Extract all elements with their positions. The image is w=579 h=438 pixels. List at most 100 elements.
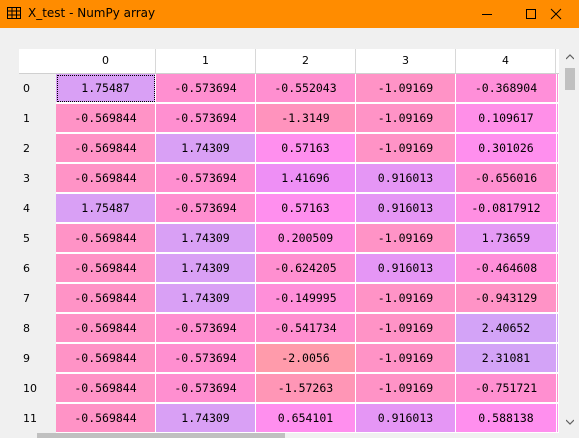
array-cell[interactable]: -0.541734 <box>256 314 356 343</box>
row-header[interactable]: 8 <box>19 314 56 344</box>
vertical-scroll-thumb[interactable] <box>565 68 575 90</box>
array-cell[interactable]: -0.656016 <box>456 164 557 193</box>
array-cell[interactable]: 1.74309 <box>156 224 256 253</box>
array-cell[interactable]: -1.09169 <box>356 224 456 253</box>
array-cell[interactable]: -0.573694 <box>156 164 256 193</box>
array-cell[interactable]: 2.31081 <box>456 344 557 373</box>
array-cell[interactable]: 1.74309 <box>156 134 256 163</box>
array-cell[interactable]: -0.569844 <box>56 134 156 163</box>
column-header-row: 0 1 2 3 4 <box>19 49 559 74</box>
scroll-up-icon[interactable] <box>566 54 574 60</box>
array-cell[interactable]: -0.569844 <box>56 164 156 193</box>
row-header[interactable]: 10 <box>19 374 56 404</box>
array-cell-partial <box>557 344 559 373</box>
column-header[interactable]: 1 <box>156 49 256 73</box>
array-cell[interactable]: 0.916013 <box>356 194 456 223</box>
row-header[interactable]: 6 <box>19 254 56 284</box>
array-cell[interactable]: 1.74309 <box>156 284 256 313</box>
row-header[interactable]: 1 <box>19 104 56 134</box>
array-cell[interactable]: -0.149995 <box>256 284 356 313</box>
array-cell[interactable]: -0.0817912 <box>456 194 557 223</box>
array-cell-partial <box>557 74 559 103</box>
array-cell[interactable]: -0.624205 <box>256 254 356 283</box>
maximize-button[interactable] <box>508 0 554 28</box>
array-cell[interactable]: -0.552043 <box>256 74 356 103</box>
array-cell[interactable]: 1.41696 <box>256 164 356 193</box>
array-cell[interactable]: -1.09169 <box>356 344 456 373</box>
array-cell[interactable]: 0.916013 <box>356 404 456 433</box>
array-cell[interactable]: -0.368904 <box>456 74 557 103</box>
array-cell[interactable]: -1.57263 <box>256 374 356 403</box>
array-cell[interactable]: 2.40652 <box>456 314 557 343</box>
row-header[interactable]: 11 <box>19 404 56 434</box>
array-cell[interactable]: -1.09169 <box>356 374 456 403</box>
window-title: X_test - NumPy array <box>28 6 156 20</box>
array-cell[interactable]: -0.569844 <box>56 314 156 343</box>
array-cell[interactable]: 0.588138 <box>456 404 557 433</box>
array-cell-partial <box>557 164 559 193</box>
row-header[interactable]: 2 <box>19 134 56 164</box>
array-cell[interactable]: 0.654101 <box>256 404 356 433</box>
minimize-button[interactable] <box>464 0 510 28</box>
close-icon <box>550 8 562 20</box>
array-cell[interactable]: 0.57163 <box>256 134 356 163</box>
array-cell[interactable]: 0.916013 <box>356 164 456 193</box>
array-cell-partial <box>557 224 559 253</box>
scroll-down-icon[interactable] <box>566 419 574 425</box>
array-cell-partial <box>557 284 559 313</box>
array-cell[interactable]: -0.573694 <box>156 314 256 343</box>
array-cell[interactable]: -0.569844 <box>56 284 156 313</box>
array-cell[interactable]: 1.75487 <box>56 74 156 103</box>
array-cell[interactable]: -2.0056 <box>256 344 356 373</box>
array-cell[interactable]: -0.573694 <box>156 344 256 373</box>
array-cell[interactable]: -0.569844 <box>56 404 156 433</box>
column-header[interactable]: 4 <box>456 49 556 73</box>
array-cell[interactable]: -0.943129 <box>456 284 557 313</box>
title-bar: X_test - NumPy array <box>0 0 579 28</box>
array-cell[interactable]: -0.573694 <box>156 194 256 223</box>
minimize-icon <box>482 14 492 15</box>
array-cell[interactable]: 1.74309 <box>156 254 256 283</box>
row-header[interactable]: 3 <box>19 164 56 194</box>
array-cell[interactable]: -0.573694 <box>156 74 256 103</box>
array-cell[interactable]: 1.75487 <box>56 194 156 223</box>
maximize-icon <box>526 9 536 19</box>
row-header[interactable]: 0 <box>19 74 56 104</box>
array-cell[interactable]: -1.09169 <box>356 104 456 133</box>
horizontal-scrollbar[interactable] <box>19 433 559 438</box>
row-header[interactable]: 5 <box>19 224 56 254</box>
row-header[interactable]: 7 <box>19 284 56 314</box>
horizontal-scroll-thumb[interactable] <box>37 433 285 438</box>
array-cell[interactable]: -0.569844 <box>56 224 156 253</box>
array-cell[interactable]: -0.569844 <box>56 374 156 403</box>
column-header[interactable]: 2 <box>256 49 356 73</box>
array-cell[interactable]: 0.109617 <box>456 104 557 133</box>
array-cell[interactable]: 1.73659 <box>456 224 557 253</box>
array-cell[interactable]: -1.09169 <box>356 134 456 163</box>
array-cell[interactable]: -0.569844 <box>56 104 156 133</box>
array-cell[interactable]: 1.74309 <box>156 404 256 433</box>
array-cell-partial <box>557 404 559 433</box>
vertical-scrollbar[interactable] <box>561 49 579 433</box>
array-cell[interactable]: 0.200509 <box>256 224 356 253</box>
array-cell[interactable]: -0.573694 <box>156 374 256 403</box>
column-header[interactable]: 0 <box>56 49 156 73</box>
array-cell[interactable]: -0.464608 <box>456 254 557 283</box>
row-header[interactable]: 4 <box>19 194 56 224</box>
array-cell[interactable]: 0.301026 <box>456 134 557 163</box>
array-cell[interactable]: -1.3149 <box>256 104 356 133</box>
array-cell[interactable]: -0.569844 <box>56 344 156 373</box>
array-cell-partial <box>557 104 559 133</box>
array-cell[interactable]: -0.569844 <box>56 254 156 283</box>
array-cell[interactable]: 0.57163 <box>256 194 356 223</box>
array-cell[interactable]: -1.09169 <box>356 74 456 103</box>
array-cell[interactable]: -1.09169 <box>356 284 456 313</box>
array-cell[interactable]: -0.573694 <box>156 104 256 133</box>
array-cell[interactable]: -1.09169 <box>356 314 456 343</box>
row-header[interactable]: 9 <box>19 344 56 374</box>
array-cell[interactable]: 0.916013 <box>356 254 456 283</box>
column-header[interactable]: 3 <box>356 49 456 73</box>
array-cell[interactable]: -0.751721 <box>456 374 557 403</box>
array-cell-partial <box>557 254 559 283</box>
close-button[interactable] <box>533 0 579 28</box>
